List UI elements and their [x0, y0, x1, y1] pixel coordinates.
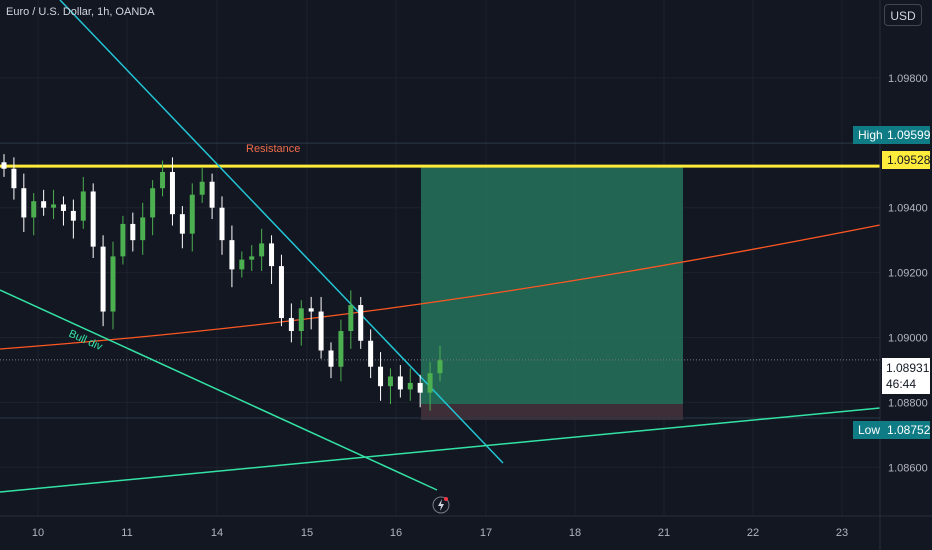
y-tick-label: 1.09400	[888, 203, 928, 215]
x-tick-label: 15	[301, 527, 313, 539]
candle-body	[160, 172, 166, 189]
candle-body	[130, 223, 136, 241]
resistance-value-tag: 1.09528	[882, 151, 930, 169]
candlesticks	[1, 154, 443, 411]
horizontal-levels	[0, 142, 880, 419]
candle-body	[199, 181, 205, 195]
candle-body	[397, 376, 403, 390]
position-zones	[421, 166, 683, 420]
candle-body	[169, 172, 175, 215]
candle-body	[21, 188, 27, 218]
long-position-stop-zone[interactable]	[421, 404, 683, 420]
x-tick-label: 22	[747, 527, 759, 539]
current-price-value: 1.08931	[886, 361, 930, 375]
x-tick-label: 23	[836, 527, 848, 539]
candle-body	[348, 305, 354, 332]
candle-body	[259, 243, 265, 257]
current-price-tag: 1.08931 46:44	[882, 358, 930, 394]
candle-body	[51, 204, 57, 208]
low-label: Low	[853, 421, 886, 439]
candle-body	[1, 162, 7, 169]
lightning-icon[interactable]	[432, 496, 450, 514]
candle-body	[407, 382, 413, 390]
candle-body	[31, 201, 37, 218]
candle-body	[239, 259, 245, 270]
x-tick-label: 10	[32, 527, 44, 539]
y-tick-label: 1.08600	[888, 462, 928, 474]
candle-body	[308, 308, 314, 312]
low-value-tag: 1.08752	[882, 421, 930, 439]
candle-body	[328, 350, 334, 367]
candle-body	[229, 240, 235, 270]
resistance-annotation: Resistance	[246, 143, 300, 155]
candle-body	[378, 366, 384, 387]
candle-body	[278, 266, 284, 319]
candle-body	[100, 246, 106, 312]
candle-body	[427, 373, 433, 393]
x-tick-label: 11	[121, 527, 132, 539]
candle-body	[120, 223, 126, 257]
candle-body	[368, 340, 374, 367]
y-tick-label: 1.08800	[888, 397, 928, 409]
bar-countdown: 46:44	[886, 377, 917, 391]
x-tick-label: 18	[569, 527, 581, 539]
trend-drawings	[0, 0, 881, 493]
candle-body	[387, 376, 393, 387]
candle-body	[437, 360, 443, 374]
candle-body	[60, 204, 66, 211]
candle-body	[70, 210, 76, 221]
candle-body	[298, 308, 304, 332]
candle-body	[41, 201, 47, 208]
candle-body	[338, 331, 344, 367]
candle-body	[90, 191, 96, 247]
high-label: High	[853, 126, 888, 144]
candle-body	[318, 311, 324, 351]
x-tick-label: 14	[211, 527, 223, 539]
x-tick-label: 17	[480, 527, 492, 539]
candle-body	[358, 305, 364, 341]
ascending-support-line[interactable]	[0, 407, 881, 493]
candle-body	[209, 181, 215, 208]
candle-body	[288, 318, 294, 332]
currency-button[interactable]: USD	[884, 4, 922, 26]
y-tick-label: 1.09800	[888, 73, 928, 85]
long-position-entry-fill	[421, 359, 683, 405]
candle-body	[269, 243, 275, 267]
candle-body	[249, 256, 255, 260]
x-tick-label: 21	[658, 527, 670, 539]
y-tick-label: 1.09200	[888, 268, 928, 280]
candle-body	[189, 194, 195, 234]
bull-div-line[interactable]	[0, 289, 438, 491]
candle-body	[11, 168, 17, 189]
high-value-tag: 1.09599	[882, 126, 930, 144]
candle-body	[219, 207, 225, 241]
long-position-target-zone[interactable]	[421, 166, 683, 360]
y-tick-label: 1.09000	[888, 333, 928, 345]
x-tick-label: 16	[390, 527, 402, 539]
candle-body	[150, 188, 156, 218]
candle-body	[80, 191, 86, 221]
candle-body	[140, 217, 146, 241]
symbol-title[interactable]: Euro / U.S. Dollar, 1h, OANDA	[6, 6, 155, 18]
bull-div-annotation: Bull div	[67, 328, 105, 354]
candle-body	[417, 382, 423, 393]
candle-body	[110, 256, 116, 312]
candle-body	[179, 214, 185, 234]
